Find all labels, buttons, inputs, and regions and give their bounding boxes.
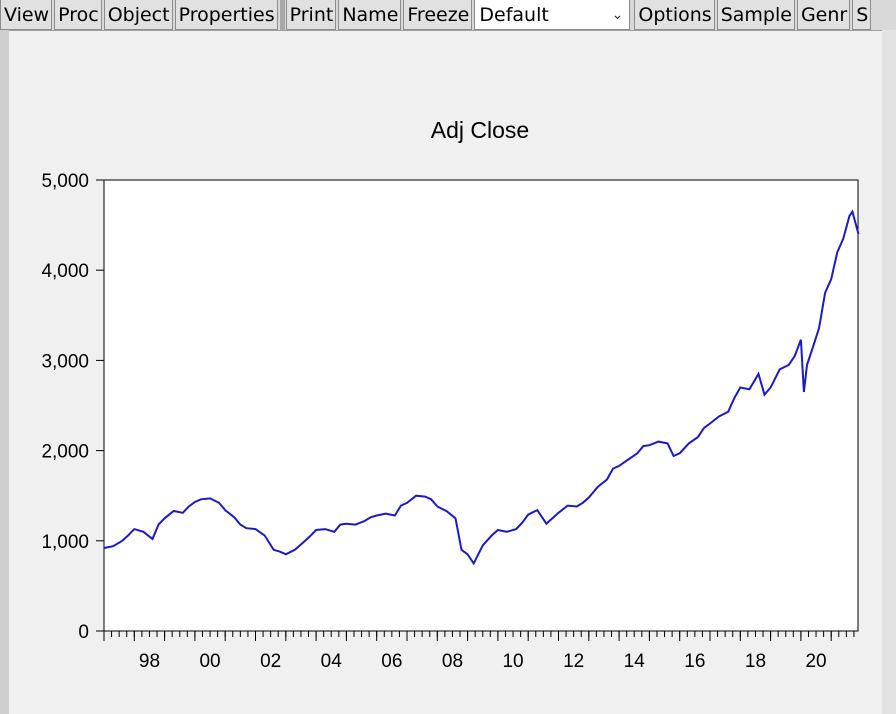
y-tick-label: 3,000 — [41, 351, 89, 372]
name-button[interactable]: Name — [338, 0, 402, 30]
y-tick-label: 1,000 — [41, 532, 89, 553]
freeze-button[interactable]: Freeze — [403, 0, 473, 30]
y-tick-label: 4,000 — [41, 261, 89, 282]
y-tick-label: 5,000 — [41, 171, 89, 192]
y-tick-label: 2,000 — [41, 442, 89, 463]
toolbar-separator — [279, 0, 285, 30]
chart-title: Adj Close — [431, 117, 529, 143]
object-button[interactable]: Object — [103, 0, 173, 30]
print-button[interactable]: Print — [285, 0, 337, 30]
options-button[interactable]: Options — [634, 0, 715, 30]
x-tick-label: 08 — [442, 651, 463, 672]
plot-area — [103, 179, 859, 632]
x-tick-label: 04 — [321, 651, 343, 672]
x-tick-label: 20 — [805, 651, 826, 672]
genr-button[interactable]: Genr — [796, 0, 851, 30]
x-tick-label: 10 — [502, 651, 523, 672]
x-tick-label: 12 — [563, 651, 584, 672]
view-mode-select[interactable]: Default ⌄ — [474, 0, 631, 30]
x-tick-label: 06 — [381, 651, 402, 672]
x-tick-label: 02 — [260, 651, 281, 672]
y-axis: 0 1,000 2,000 3,000 4,000 5,000 — [41, 171, 104, 643]
series-line — [103, 209, 860, 566]
right-window-edge — [882, 30, 896, 714]
x-axis: 98 00 02 04 06 08 10 12 14 16 18 20 — [103, 631, 855, 672]
properties-button[interactable]: Properties — [174, 0, 278, 30]
toolbar: View Proc Object Properties Print Name F… — [0, 0, 896, 31]
x-tick-label: 98 — [139, 651, 160, 672]
proc-button[interactable]: Proc — [54, 0, 102, 30]
view-button[interactable]: View — [0, 0, 53, 30]
y-tick-label: 0 — [78, 622, 89, 643]
s-button[interactable]: S — [852, 0, 872, 30]
x-tick-label: 18 — [745, 651, 766, 672]
x-tick-label: 16 — [684, 651, 705, 672]
left-window-edge — [0, 30, 9, 714]
chevron-down-icon: ⌄ — [611, 6, 624, 23]
x-tick-label: 00 — [199, 651, 220, 672]
sample-button[interactable]: Sample — [716, 0, 795, 30]
view-mode-value: Default — [479, 3, 549, 26]
x-tick-label: 14 — [624, 651, 646, 672]
